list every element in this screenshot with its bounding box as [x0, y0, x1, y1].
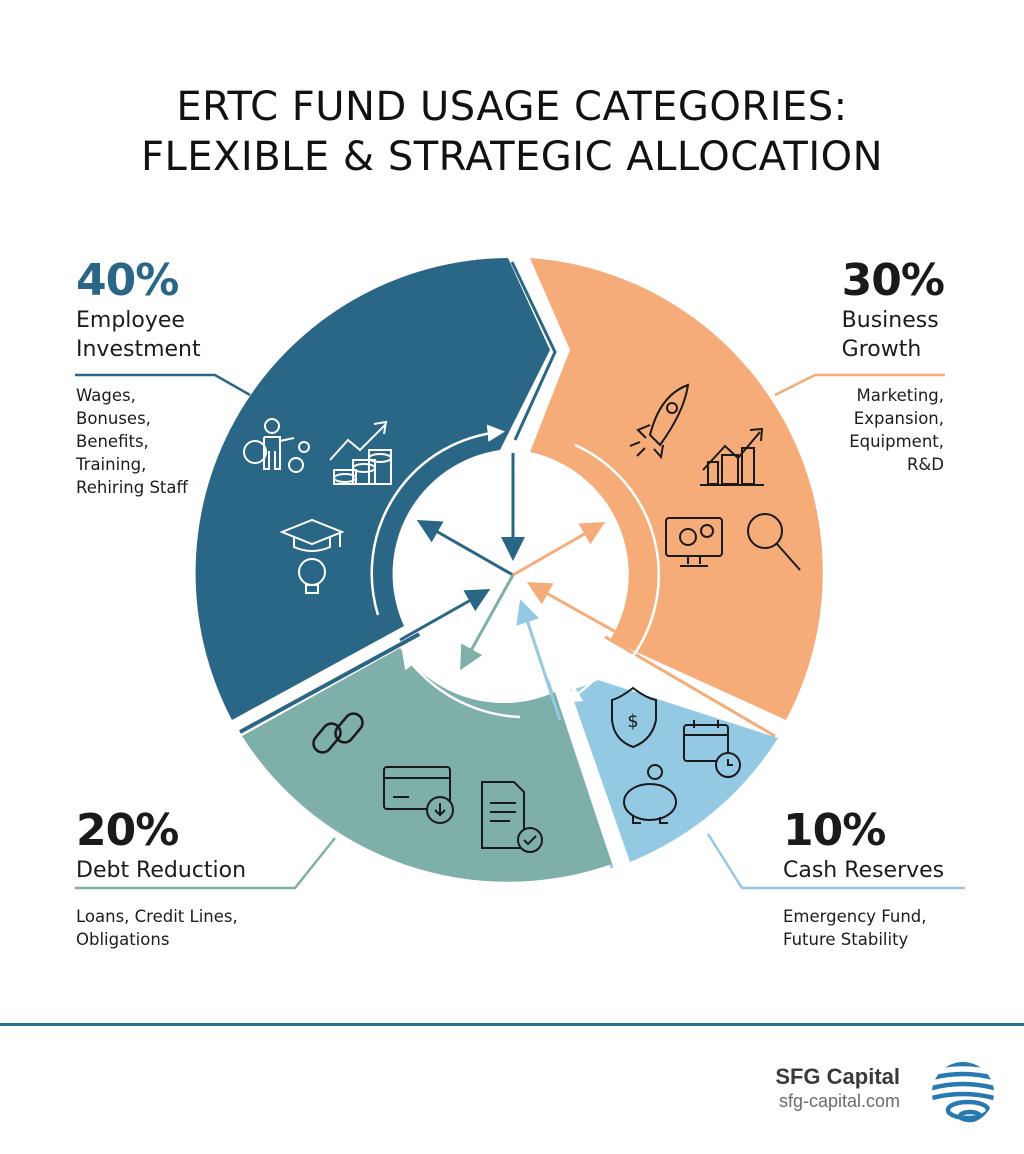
callout-cash-reserves: 10% Cash Reserves Emergency Fund, Future… — [783, 806, 944, 951]
document-check-icon — [481, 781, 543, 853]
graduation-lightbulb-icon — [279, 518, 345, 594]
detail-line: Expansion, — [853, 409, 944, 428]
detail-line: Loans, Credit Lines, — [76, 907, 238, 926]
detail-line: R&D — [906, 455, 944, 474]
category-line: Employee — [76, 308, 185, 333]
svg-text:$: $ — [627, 711, 638, 732]
detail-line: Equipment, — [849, 432, 944, 451]
broken-chain-icon — [312, 712, 364, 754]
page-title: ERTC FUND USAGE CATEGORIES: FLEXIBLE & S… — [0, 82, 1024, 182]
detail-line: Wages, — [76, 386, 136, 405]
callout-business-growth: 30% Business Growth Marketing, Expansion… — [841, 255, 945, 476]
shield-dollar-icon: $ — [611, 686, 657, 749]
title-line-1: ERTC FUND USAGE CATEGORIES: — [176, 84, 848, 130]
rocket-icon — [629, 383, 690, 460]
detail-line: Marketing, — [856, 386, 944, 405]
footer-divider — [0, 1023, 1024, 1026]
credit-card-download-icon — [383, 766, 454, 824]
piggy-bank-icon — [623, 764, 677, 824]
category-line: Debt Reduction — [76, 858, 247, 883]
leader-debt — [75, 837, 336, 890]
leader-cash — [706, 833, 965, 890]
detail-line: Training, — [76, 455, 147, 474]
category-line: Business — [841, 308, 939, 333]
callout-employee-investment: 40% Employee Investment Wages, Bonuses, … — [76, 256, 201, 499]
magnifier-icon — [747, 513, 801, 571]
leader-growth — [774, 373, 945, 397]
center-arrows — [399, 453, 631, 721]
detail-line: Obligations — [76, 930, 170, 949]
monitor-gears-icon — [665, 517, 723, 567]
brand-block: SFG Capital sfg-capital.com — [775, 1064, 900, 1112]
percent-value: 10% — [783, 805, 886, 856]
detail-line: Bonuses, — [76, 409, 151, 428]
callout-debt-reduction: 20% Debt Reduction Loans, Credit Lines, … — [76, 806, 246, 951]
leader-employee — [75, 373, 251, 397]
detail-line: Benefits, — [76, 432, 149, 451]
detail-line: Rehiring Staff — [76, 478, 188, 497]
brand-name: SFG Capital — [775, 1064, 900, 1089]
detail-line: Emergency Fund, — [783, 907, 927, 926]
title-line-2: FLEXIBLE & STRATEGIC ALLOCATION — [140, 134, 884, 180]
category-line: Cash Reserves — [783, 858, 945, 883]
segment-debt-reduction[interactable] — [242, 648, 612, 882]
percent-value: 40% — [76, 255, 179, 306]
growth-coins-icon — [329, 420, 392, 485]
brand-url[interactable]: sfg-capital.com — [778, 1091, 900, 1111]
category-line: Investment — [76, 337, 201, 362]
building-growth-chart-icon — [700, 427, 764, 486]
percent-value: 20% — [76, 805, 179, 856]
percent-value: 30% — [841, 255, 945, 306]
employee-gears-icon — [243, 418, 310, 473]
category-line: Growth — [841, 337, 922, 362]
cycle-arrows — [370, 424, 661, 719]
detail-line: Future Stability — [783, 930, 909, 949]
striped-globe-icon — [932, 1062, 994, 1123]
calendar-clock-icon — [683, 720, 741, 778]
